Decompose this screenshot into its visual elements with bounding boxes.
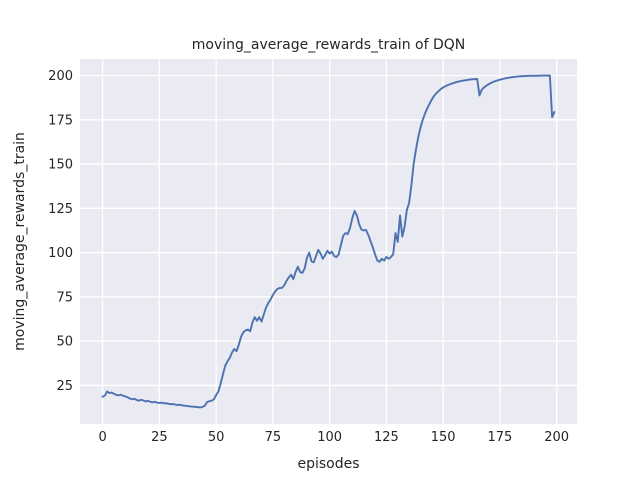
y-tick-label: 175 — [48, 113, 73, 128]
y-tick-label: 100 — [48, 246, 73, 261]
y-tick-label: 125 — [48, 202, 73, 217]
x-tick-label: 75 — [265, 430, 282, 445]
y-tick-label: 150 — [48, 158, 73, 173]
y-tick-label: 200 — [48, 69, 73, 84]
gridlines — [80, 59, 577, 424]
x-tick-label: 0 — [98, 430, 106, 445]
x-tick-labels: 0 25 50 75 100 125 150 175 200 — [98, 430, 569, 445]
x-axis-label: episodes — [297, 456, 359, 472]
x-tick-label: 150 — [431, 430, 456, 445]
y-tick-label: 75 — [56, 290, 73, 305]
x-tick-label: 200 — [544, 430, 569, 445]
x-tick-label: 175 — [488, 430, 513, 445]
y-axis-label: moving_average_rewards_train — [12, 132, 28, 351]
x-tick-label: 25 — [151, 430, 168, 445]
y-tick-labels: 25 50 75 100 125 150 175 200 — [48, 69, 73, 394]
y-tick-label: 25 — [56, 379, 73, 394]
reward-line — [101, 74, 556, 409]
x-tick-label: 125 — [374, 430, 399, 445]
x-tick-label: 50 — [208, 430, 225, 445]
axes-background — [80, 59, 577, 424]
line-series — [101, 74, 556, 409]
chart-title: moving_average_rewards_train of DQN — [192, 37, 466, 53]
x-tick-label: 100 — [317, 430, 342, 445]
y-tick-label: 50 — [56, 335, 73, 350]
